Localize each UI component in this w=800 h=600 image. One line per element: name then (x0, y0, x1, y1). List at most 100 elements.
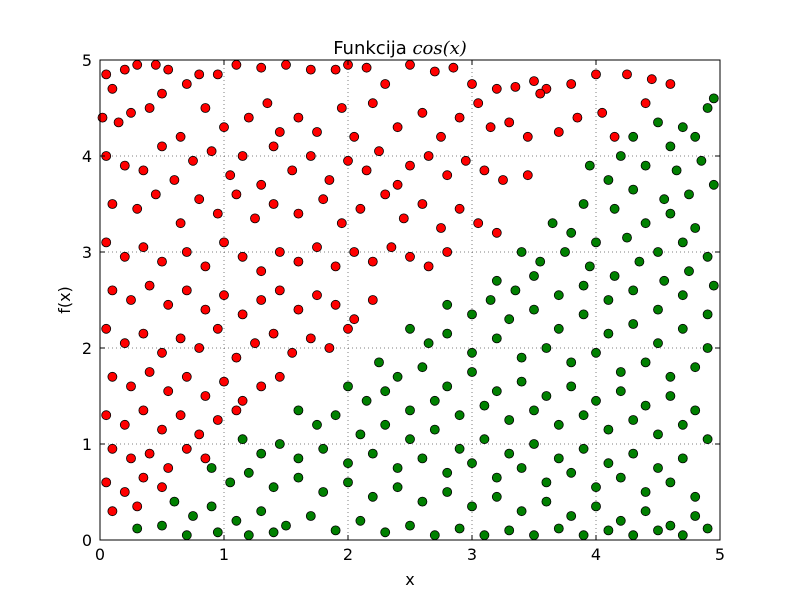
green-data-point (429, 424, 440, 435)
red-data-point (212, 415, 223, 425)
red-data-point (157, 347, 167, 358)
green-data-point (516, 247, 527, 257)
green-data-point (535, 256, 546, 267)
green-data-point (690, 131, 701, 142)
green-data-point (516, 352, 527, 363)
green-data-point (429, 395, 440, 406)
green-data-point (615, 386, 626, 397)
green-data-point (702, 343, 713, 353)
green-data-point (367, 491, 378, 502)
green-data-point (231, 515, 242, 526)
green-data-point (708, 93, 719, 104)
green-data-point (690, 362, 701, 373)
red-data-point (126, 295, 136, 305)
green-data-point (640, 487, 651, 497)
red-data-point (150, 59, 161, 70)
green-data-point (578, 309, 589, 320)
red-data-point (107, 506, 118, 517)
red-data-point (262, 98, 273, 109)
green-data-point (603, 328, 614, 339)
red-data-point (169, 175, 180, 185)
green-data-point (653, 463, 663, 473)
red-data-point (324, 343, 335, 353)
green-data-point (591, 347, 601, 358)
green-data-point (547, 218, 558, 229)
green-data-point (659, 275, 670, 286)
green-data-point (609, 271, 620, 281)
red-data-point (622, 69, 632, 80)
x-tick-label: 1 (219, 545, 229, 564)
green-data-point (355, 515, 366, 526)
red-data-point (268, 141, 279, 152)
red-data-point (163, 64, 174, 75)
red-data-point (138, 165, 149, 176)
x-tick-label: 0 (95, 545, 105, 564)
green-data-point (479, 400, 490, 411)
green-data-point (491, 472, 502, 483)
y-tick-label: 5 (82, 51, 92, 70)
green-data-point (312, 419, 322, 430)
red-data-point (380, 189, 391, 200)
red-data-point (665, 79, 676, 89)
red-data-point (212, 323, 223, 334)
green-data-point (578, 199, 589, 209)
red-data-point (293, 256, 304, 267)
y-axis-label: f(x) (55, 286, 74, 314)
red-data-point (138, 472, 149, 483)
green-data-point (206, 463, 217, 473)
x-tick-label: 3 (467, 545, 477, 564)
green-data-point (504, 448, 515, 459)
red-data-point (138, 405, 149, 416)
red-data-point (361, 165, 372, 176)
red-data-point (231, 189, 242, 200)
red-data-point (312, 127, 322, 137)
red-data-point (609, 131, 620, 142)
red-data-point (374, 146, 384, 157)
green-data-point (553, 419, 564, 430)
green-data-point (665, 371, 676, 382)
red-data-point (281, 59, 291, 70)
green-data-point (268, 527, 279, 538)
green-data-point (268, 482, 279, 493)
red-data-point (101, 410, 112, 421)
green-data-point (628, 448, 639, 459)
green-data-point (417, 453, 428, 464)
red-data-point (219, 290, 229, 301)
green-data-point (529, 405, 539, 416)
green-data-point (504, 525, 515, 536)
green-data-point (392, 371, 403, 382)
red-data-point (200, 304, 211, 315)
green-data-point (684, 266, 694, 277)
red-data-point (97, 112, 108, 123)
green-data-point (628, 285, 639, 296)
red-data-point (646, 74, 657, 85)
red-data-point (256, 295, 267, 305)
red-data-point (367, 98, 378, 109)
red-data-point (107, 285, 118, 296)
green-data-point (702, 251, 713, 262)
red-data-point (293, 304, 304, 315)
green-data-point (343, 477, 353, 488)
green-data-point (591, 482, 601, 493)
green-data-point (609, 203, 620, 214)
red-data-point (237, 309, 248, 320)
y-tick-label: 1 (82, 435, 92, 454)
green-data-point (392, 482, 403, 493)
green-data-point (665, 208, 676, 219)
green-data-point (454, 410, 465, 421)
red-data-point (181, 285, 192, 296)
red-data-point (219, 122, 229, 133)
green-data-point (708, 280, 719, 291)
y-tick-label: 0 (82, 531, 92, 550)
red-data-point (212, 208, 223, 219)
green-data-point (640, 218, 651, 229)
red-data-point (107, 443, 118, 454)
red-data-point (138, 328, 149, 339)
green-data-point (665, 477, 676, 488)
red-data-point (436, 223, 446, 233)
red-data-point (535, 88, 546, 99)
red-data-point (157, 88, 167, 99)
green-data-point (541, 496, 552, 507)
red-data-point (417, 107, 428, 118)
red-data-point (181, 247, 192, 257)
